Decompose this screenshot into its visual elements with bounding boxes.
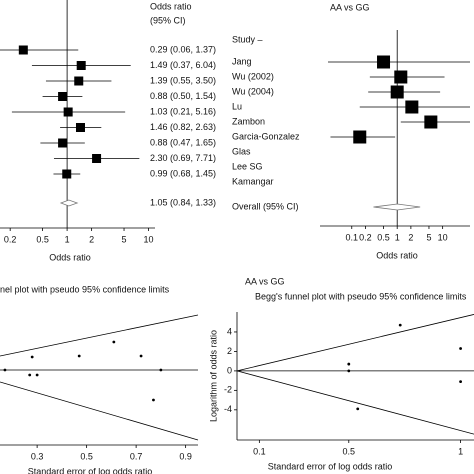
confidence-limit bbox=[0, 314, 199, 357]
x-tick-label: 0.7 bbox=[130, 451, 143, 461]
x-tick-label: 0.2 bbox=[4, 234, 17, 244]
x-axis-label: Odds ratio bbox=[376, 250, 418, 260]
overall-diamond bbox=[59, 199, 79, 207]
point-estimate bbox=[58, 138, 68, 148]
x-tick-label: 0.5 bbox=[343, 446, 356, 456]
y-tick-label: 0 bbox=[227, 365, 232, 375]
x-axis-label: Standard error of log odds ratio bbox=[28, 466, 153, 474]
x-tick-label: 5 bbox=[426, 232, 431, 242]
study-point bbox=[35, 373, 39, 377]
confidence-limit bbox=[0, 381, 199, 441]
point-estimate bbox=[58, 92, 68, 101]
point-estimate bbox=[62, 169, 72, 179]
x-tick-label: 10 bbox=[144, 234, 154, 244]
study-label: Kamangar bbox=[232, 176, 274, 186]
study-point bbox=[30, 355, 34, 359]
study-label: Jang bbox=[232, 56, 252, 66]
study-point bbox=[398, 323, 402, 327]
x-tick-label: 2 bbox=[89, 234, 94, 244]
x-tick-label: 2 bbox=[408, 232, 413, 242]
x-tick-label: 0.5 bbox=[80, 451, 93, 461]
y-axis-label: Logarithm of odds ratio bbox=[208, 330, 218, 422]
study-label: Overall (95% CI) bbox=[232, 201, 299, 211]
value-label: 1.05 (0.84, 1.33) bbox=[150, 197, 216, 207]
study-point bbox=[356, 407, 360, 411]
y-tick-label: 2 bbox=[227, 346, 232, 356]
value-label: 1.03 (0.21, 5.16) bbox=[150, 106, 216, 116]
point-estimate bbox=[377, 55, 391, 69]
x-tick-label: 0.5 bbox=[36, 234, 49, 244]
x-tick-label: 0.1 bbox=[253, 446, 266, 456]
point-estimate bbox=[92, 154, 102, 163]
point-estimate bbox=[63, 107, 73, 117]
point-estimate bbox=[353, 130, 367, 144]
column-header: (95% CI) bbox=[150, 15, 186, 25]
study-label: Garcia-Gonzalez bbox=[232, 131, 300, 141]
study-point bbox=[152, 398, 155, 402]
column-header: Study – bbox=[232, 34, 263, 44]
study-point bbox=[77, 354, 81, 358]
x-tick-label: 1 bbox=[458, 446, 463, 456]
y-tick-label: 4 bbox=[227, 326, 232, 336]
study-point bbox=[3, 368, 7, 372]
value-label: 0.99 (0.68, 1.45) bbox=[150, 168, 216, 178]
study-label: Zambon bbox=[232, 116, 265, 126]
confidence-limit bbox=[236, 314, 474, 372]
study-point bbox=[459, 347, 462, 350]
x-tick-label: 0.1 bbox=[346, 232, 359, 242]
study-point bbox=[347, 369, 351, 373]
value-label: 1.49 (0.37, 6.04) bbox=[150, 60, 216, 70]
x-axis-label: Standard error of log odds ratio bbox=[268, 461, 393, 471]
point-estimate bbox=[390, 85, 404, 99]
value-label: 2.30 (0.69, 7.71) bbox=[150, 153, 216, 163]
study-point bbox=[347, 362, 351, 366]
chart-subtitle: nel plot with pseudo 95% confidence limi… bbox=[0, 284, 170, 294]
value-label: 0.29 (0.06, 1.37) bbox=[150, 44, 216, 54]
point-estimate bbox=[76, 61, 86, 70]
study-point bbox=[112, 340, 116, 344]
x-tick-label: 0.9 bbox=[179, 451, 192, 461]
study-label: Glas bbox=[232, 146, 251, 156]
point-estimate bbox=[18, 45, 28, 55]
x-axis-label: Odds ratio bbox=[49, 252, 91, 262]
x-tick-label: 10 bbox=[438, 232, 448, 242]
study-label: Wu (2004) bbox=[232, 86, 274, 96]
x-tick-label: 0.5 bbox=[377, 232, 390, 242]
x-tick-label: 1 bbox=[395, 232, 400, 242]
chart-title: AA vs GG bbox=[245, 276, 285, 286]
study-point bbox=[28, 373, 32, 377]
overall-diamond bbox=[373, 203, 421, 211]
point-estimate bbox=[424, 115, 438, 129]
study-label: Lu bbox=[232, 101, 242, 111]
study-point bbox=[139, 354, 143, 358]
study-label: Wu (2002) bbox=[232, 71, 274, 81]
chart-title: AA vs GG bbox=[330, 2, 370, 12]
column-header: Odds ratio bbox=[150, 1, 192, 11]
x-tick-label: 0.3 bbox=[31, 451, 44, 461]
x-tick-label: 1 bbox=[65, 234, 70, 244]
x-tick-label: 0.2 bbox=[359, 232, 372, 242]
point-estimate bbox=[405, 100, 419, 114]
value-label: 0.88 (0.50, 1.54) bbox=[150, 91, 216, 101]
point-estimate bbox=[75, 123, 85, 132]
value-label: 1.46 (0.82, 2.63) bbox=[150, 122, 216, 132]
point-estimate bbox=[394, 70, 408, 84]
y-tick-label: -4 bbox=[224, 404, 232, 414]
point-estimate bbox=[74, 76, 84, 86]
y-tick-label: -2 bbox=[224, 385, 232, 395]
study-point bbox=[459, 380, 462, 383]
value-label: 0.88 (0.47, 1.65) bbox=[150, 137, 216, 147]
x-tick-label: 5 bbox=[122, 234, 127, 244]
study-label: Lee SG bbox=[232, 161, 263, 171]
study-point bbox=[159, 368, 163, 372]
value-label: 1.39 (0.55, 3.50) bbox=[150, 75, 216, 85]
chart-subtitle: Begg's funnel plot with pseudo 95% confi… bbox=[255, 291, 467, 301]
confidence-limit bbox=[236, 370, 474, 435]
